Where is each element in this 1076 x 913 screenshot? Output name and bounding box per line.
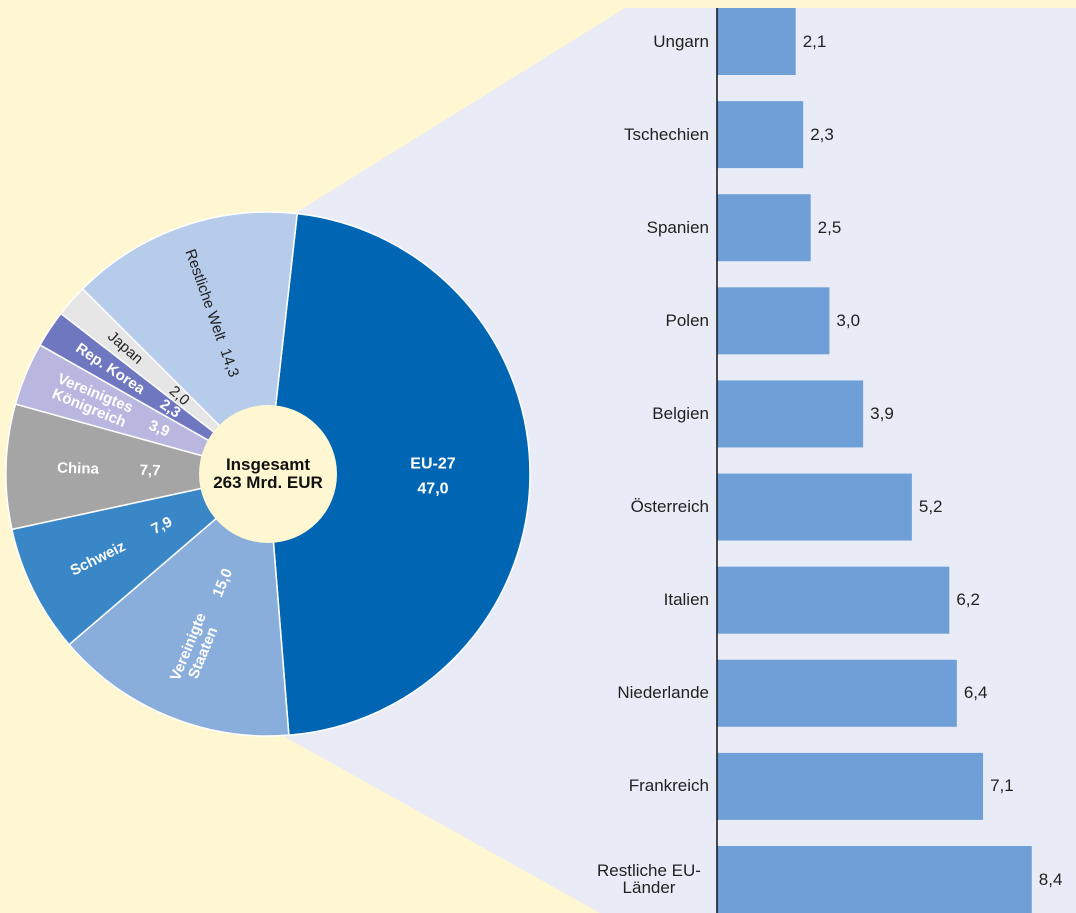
bar bbox=[717, 752, 984, 820]
y-tick-label: Niederlande bbox=[617, 683, 709, 703]
bar-value-label: 2,1 bbox=[802, 31, 827, 51]
y-tick-label: Ungarn bbox=[653, 31, 709, 51]
pie-value-label: 7,7 bbox=[139, 461, 161, 480]
pie-category-label: EU-27 bbox=[410, 455, 456, 473]
pie-slice bbox=[11, 473, 269, 646]
bar bbox=[717, 287, 830, 355]
pie-slice bbox=[267, 212, 531, 736]
bar-value-label: 2,5 bbox=[817, 217, 842, 237]
bar-value-label: 5,2 bbox=[918, 497, 943, 517]
bar bbox=[717, 659, 957, 727]
bar bbox=[717, 473, 912, 541]
pie-slice bbox=[5, 403, 269, 531]
bar-value-label: 3,9 bbox=[870, 404, 894, 424]
bar-value-label: 2,3 bbox=[810, 124, 834, 144]
y-tick-label: Tschechien bbox=[623, 124, 709, 144]
bar-value-label: 3,0 bbox=[836, 310, 861, 330]
y-tick-label: Belgien bbox=[652, 404, 709, 424]
bar bbox=[717, 566, 950, 634]
y-tick-label: Italien bbox=[663, 590, 709, 610]
bar bbox=[717, 194, 811, 262]
bar-value-label: 6,4 bbox=[963, 683, 988, 703]
y-tick-label: Spanien bbox=[646, 217, 709, 237]
pie-value-label: 47,0 bbox=[417, 480, 449, 498]
y-tick-label: Österreich bbox=[630, 497, 709, 517]
bar-value-label: 6,2 bbox=[956, 590, 980, 610]
y-tick-label: Restliche EU-Länder bbox=[597, 860, 701, 898]
bar bbox=[717, 380, 864, 448]
bar-value-label: 7,1 bbox=[990, 776, 1014, 796]
bar bbox=[717, 8, 796, 75]
pie-slice bbox=[81, 211, 299, 476]
bar bbox=[717, 846, 1032, 913]
y-tick-label: Polen bbox=[665, 310, 709, 330]
pie-slice bbox=[68, 472, 290, 737]
y-tick-label: Frankreich bbox=[628, 776, 709, 796]
bar-value-label: 8,4 bbox=[1038, 869, 1063, 889]
pie-category-label: China bbox=[56, 459, 100, 478]
bar bbox=[717, 101, 804, 169]
pie-center bbox=[199, 405, 337, 543]
pie-center-label: Insgesamt 263 Mrd. EUR bbox=[213, 455, 323, 492]
